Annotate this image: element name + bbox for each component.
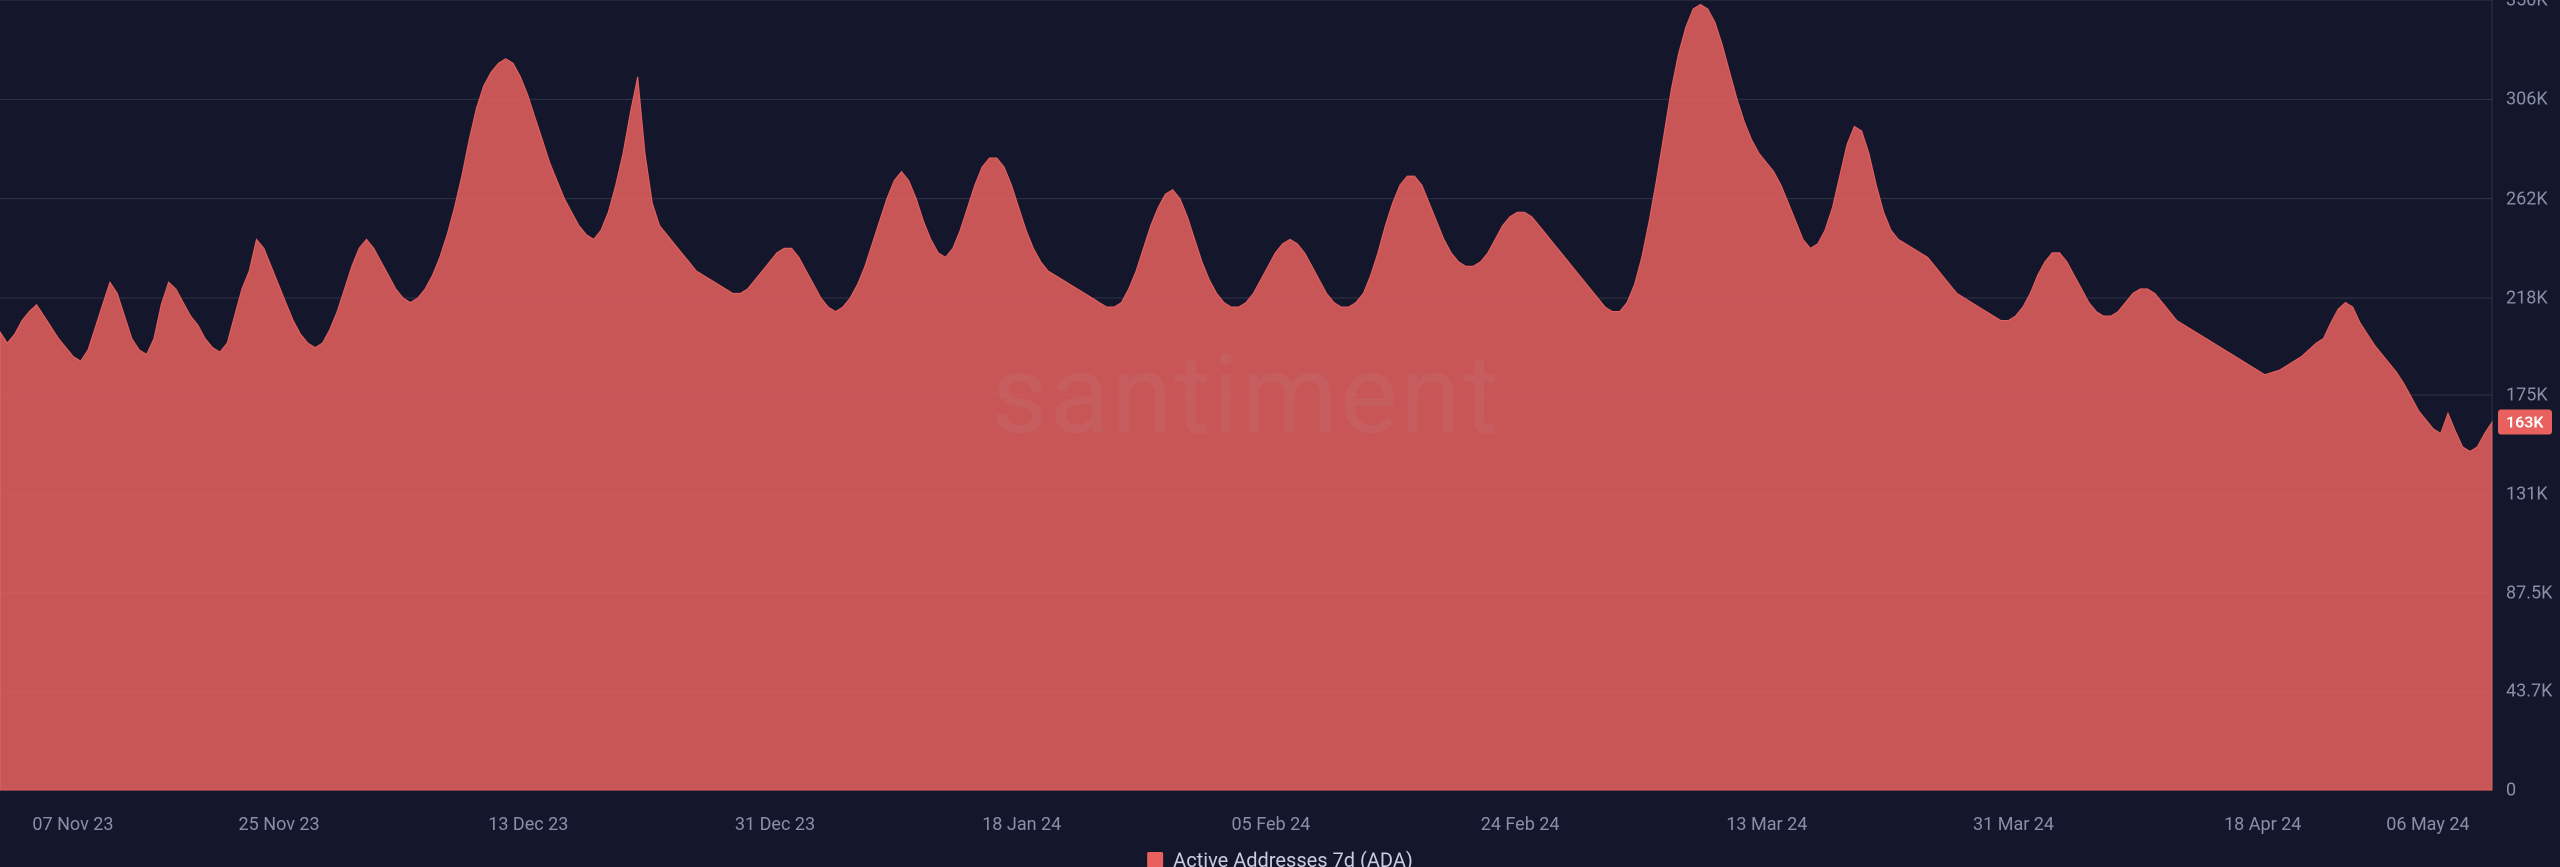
y-tick-label: 175K [2506, 385, 2548, 406]
x-tick-label: 07 Nov 23 [32, 814, 113, 835]
chart-container: 0 43.7K 87.5K 131K 175K 218K 262K 306K 350K 07 N… [0, 0, 2560, 867]
x-tick-label: 25 Nov 23 [239, 814, 320, 835]
y-tick-label: 350K [2506, 0, 2548, 11]
last-value-text: 163K [2506, 413, 2544, 432]
x-tick-label: 31 Dec 23 [735, 814, 815, 835]
x-tick-label: 05 Feb 24 [1232, 814, 1311, 835]
x-tick-label: 31 Mar 24 [1973, 814, 2054, 835]
y-tick-label: 306K [2506, 89, 2548, 110]
y-tick-label: 262K [2506, 188, 2548, 209]
x-tick-label: 24 Feb 24 [1481, 814, 1560, 835]
legend-swatch [1147, 852, 1163, 867]
y-tick-label: 0 [2506, 780, 2516, 801]
x-tick-label: 13 Dec 23 [488, 814, 568, 835]
last-value-badge: 163K [2498, 410, 2552, 435]
legend-label: Active Addresses 7d (ADA) [1173, 848, 1413, 867]
x-tick-label: 18 Apr 24 [2224, 814, 2301, 835]
y-tick-label: 218K [2506, 287, 2548, 308]
y-tick-label: 131K [2506, 484, 2548, 505]
area-chart-svg[interactable] [0, 0, 2560, 867]
y-tick-label: 87.5K [2506, 582, 2552, 603]
x-tick-label: 13 Mar 24 [1726, 814, 1807, 835]
x-tick-label: 06 May 24 [2386, 814, 2469, 835]
legend[interactable]: Active Addresses 7d (ADA) [1147, 848, 1413, 867]
y-tick-label: 43.7K [2506, 681, 2552, 702]
x-tick-label: 18 Jan 24 [982, 814, 1061, 835]
series-area[interactable] [0, 5, 2492, 791]
